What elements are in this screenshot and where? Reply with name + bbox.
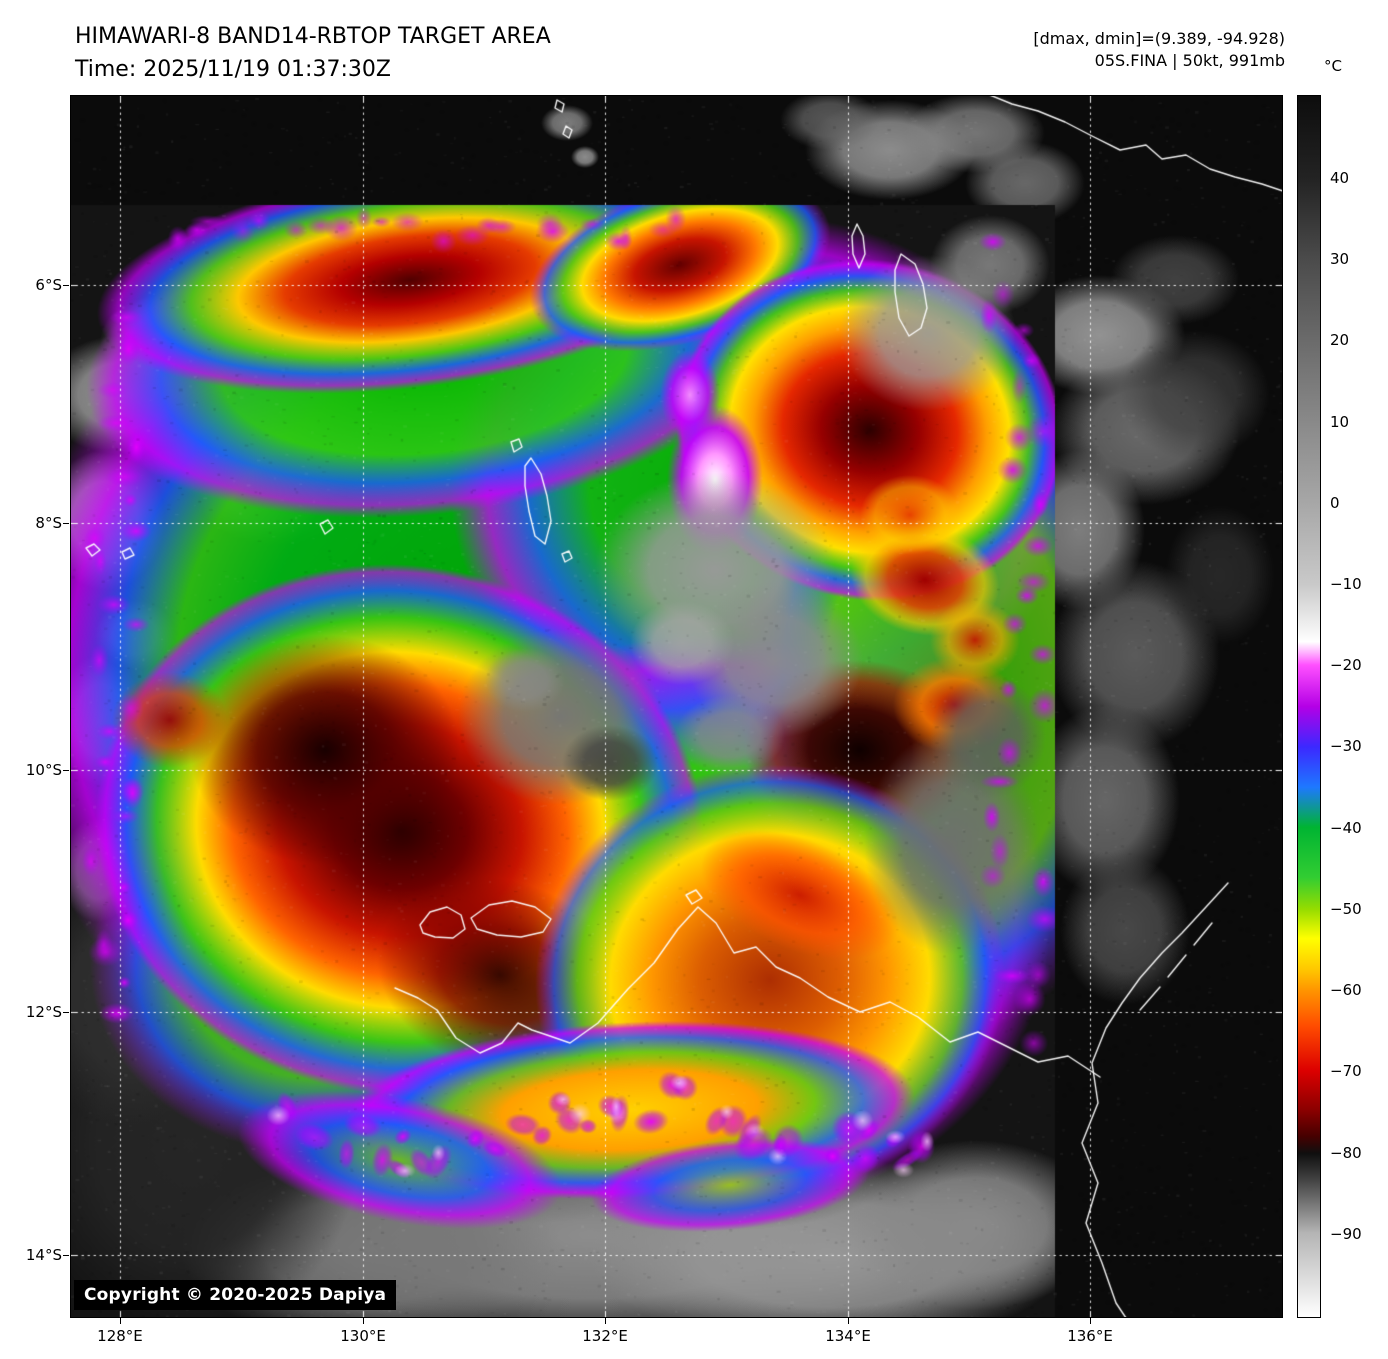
colorbar-tick-label: 20	[1330, 331, 1350, 350]
satellite-imagery-canvas	[70, 95, 1283, 1318]
x-axis-tick-mark	[605, 1318, 607, 1324]
storm-info-readout: 05S.FINA | 50kt, 991mb	[1094, 51, 1285, 70]
x-axis-tick-mark	[363, 1318, 365, 1324]
dmax-dmin-readout: [dmax, dmin]=(9.389, -94.928)	[1033, 29, 1285, 48]
colorbar-tick-label: 30	[1330, 250, 1350, 269]
y-axis-tick-label: 8°S	[35, 514, 62, 533]
x-axis-tick-mark	[119, 1318, 121, 1324]
x-axis-tick-label: 128°E	[97, 1327, 143, 1345]
colorbar-tick-label: −90	[1330, 1224, 1362, 1243]
colorbar-tick-label: −40	[1330, 818, 1362, 837]
y-axis-tick-mark	[63, 1012, 69, 1013]
colorbar-tick-label: −20	[1330, 656, 1362, 675]
y-axis-tick-label: 14°S	[25, 1246, 62, 1264]
colorbar-tick-label: −50	[1330, 899, 1362, 918]
x-axis-tick-label: 134°E	[825, 1327, 871, 1345]
colorbar-tick-label: −60	[1330, 981, 1362, 1000]
map-plot-area: Copyright © 2020-2025 Dapiya	[70, 95, 1283, 1318]
colorbar-unit-label: °C	[1324, 57, 1342, 75]
title-block: HIMAWARI-8 BAND14-RBTOP TARGET AREA Time…	[75, 20, 551, 86]
y-axis-tick-label: 12°S	[25, 1003, 62, 1021]
info-block: [dmax, dmin]=(9.389, -94.928) 05S.FINA |…	[1033, 28, 1285, 72]
y-axis-tick-mark	[63, 1255, 69, 1256]
y-axis-tick-label: 10°S	[25, 760, 62, 779]
y-axis-tick-mark	[63, 285, 69, 287]
copyright-watermark: Copyright © 2020-2025 Dapiya	[74, 1280, 397, 1310]
colorbar-tick-label: −30	[1330, 737, 1362, 756]
figure-timestamp: Time: 2025/11/19 01:37:30Z	[75, 57, 391, 82]
colorbar-tick-label: 10	[1330, 412, 1350, 431]
figure-title: HIMAWARI-8 BAND14-RBTOP TARGET AREA	[75, 24, 551, 49]
x-axis-tick-label: 130°E	[340, 1327, 386, 1345]
colorbar-tick-label: −80	[1330, 1143, 1362, 1162]
x-axis-tick-label: 132°E	[582, 1327, 628, 1345]
y-axis-tick-mark	[63, 769, 69, 771]
y-axis-tick-mark	[63, 523, 69, 525]
y-axis-tick-label: 6°S	[35, 276, 62, 295]
colorbar-tick-label: −10	[1330, 575, 1362, 594]
colorbar	[1297, 95, 1321, 1318]
x-axis-tick-mark	[1090, 1318, 1091, 1324]
x-axis-tick-mark	[848, 1318, 850, 1324]
x-axis-tick-label: 136°E	[1067, 1327, 1113, 1345]
colorbar-tick-label: 0	[1330, 493, 1340, 512]
colorbar-tick-label: −70	[1330, 1062, 1362, 1081]
colorbar-tick-label: 40	[1330, 169, 1350, 188]
